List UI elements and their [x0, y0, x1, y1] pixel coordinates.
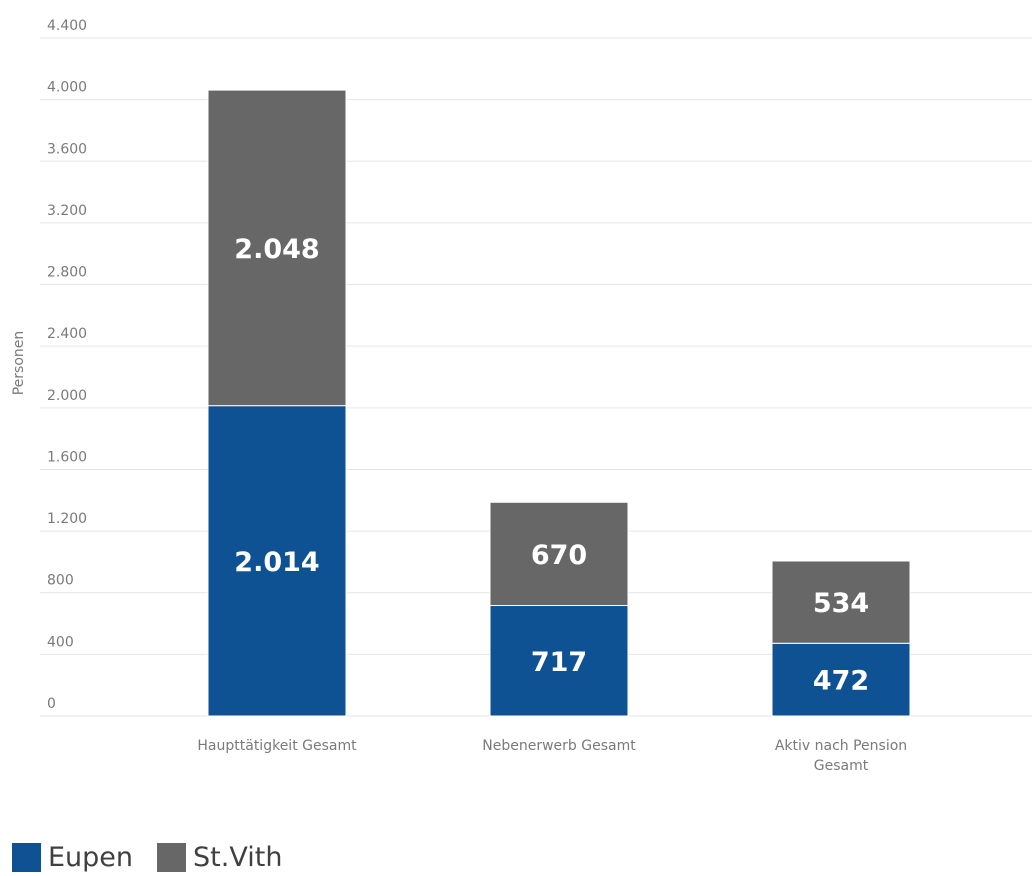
data-label: 2.014	[234, 547, 319, 578]
y-tick-label: 2.400	[47, 326, 87, 342]
data-label: 472	[813, 666, 869, 697]
x-category-label: Nebenerwerb Gesamt	[482, 738, 636, 754]
bar-segment-st-vith	[771, 560, 911, 644]
bar-segment-st-vith	[489, 501, 629, 607]
legend-label-st-vith: St.Vith	[193, 842, 283, 873]
bar-segment-eupen	[771, 642, 911, 717]
y-tick-label: 3.200	[47, 203, 87, 219]
y-tick-label: 2.800	[47, 265, 87, 281]
data-label: 534	[813, 588, 869, 619]
bar-segment-st-vith	[207, 89, 347, 407]
legend-label-eupen: Eupen	[48, 842, 134, 873]
x-category-label: Gesamt	[814, 758, 869, 774]
y-tick-label: 1.200	[47, 511, 87, 527]
y-axis-title: Personen	[11, 331, 27, 396]
data-label: 2.048	[234, 234, 319, 265]
y-tick-label: 800	[47, 573, 74, 589]
x-category-label: Aktiv nach Pension	[775, 738, 907, 754]
chart-legend: Eupen St.Vith	[12, 842, 306, 873]
x-category-label: Haupttätigkeit Gesamt	[197, 738, 357, 754]
y-tick-label: 4.000	[47, 80, 87, 96]
bar-segment-eupen	[207, 405, 347, 717]
y-tick-label: 1.600	[47, 449, 87, 465]
y-tick-label: 4.400	[47, 18, 87, 34]
legend-swatch-eupen	[12, 843, 41, 872]
data-label: 670	[531, 540, 587, 571]
data-label: 717	[531, 647, 587, 678]
legend-item-st-vith: St.Vith	[157, 842, 282, 873]
legend-item-eupen: Eupen	[12, 842, 133, 873]
y-tick-label: 0	[47, 696, 56, 712]
y-tick-label: 400	[47, 634, 74, 650]
y-tick-label: 2.000	[47, 388, 87, 404]
y-tick-label: 3.600	[47, 141, 87, 157]
legend-swatch-st-vith	[157, 843, 187, 872]
